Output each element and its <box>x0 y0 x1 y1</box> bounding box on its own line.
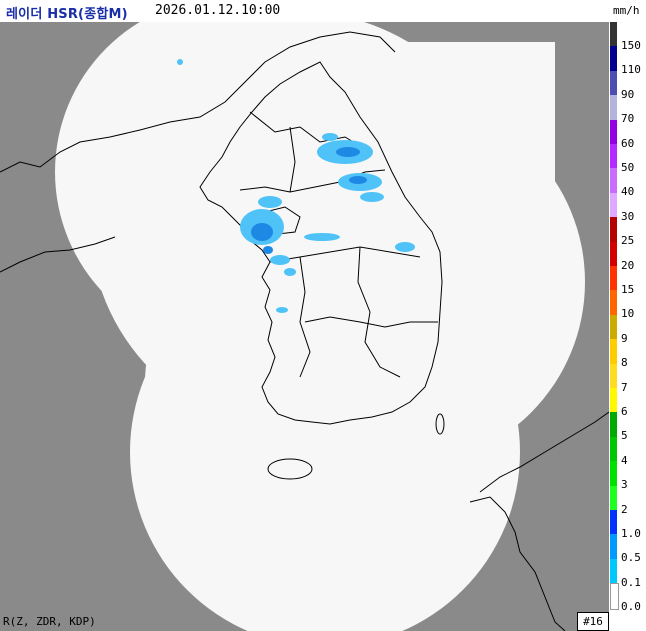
legend-swatch <box>610 290 617 315</box>
legend-label: 9 <box>621 331 628 345</box>
legend-swatch <box>610 144 617 169</box>
legend-swatch <box>610 168 617 193</box>
legend-label: 0.1 <box>621 575 641 589</box>
frame-badge[interactable]: #16 <box>577 612 609 631</box>
legend-label: 110 <box>621 63 641 77</box>
legend-swatch <box>610 339 617 364</box>
legend-swatch <box>610 363 617 388</box>
legend-label: 30 <box>621 209 635 223</box>
legend-label: 3 <box>621 478 628 492</box>
boundary-dmz <box>239 169 386 193</box>
boundary-south-2 <box>299 256 311 378</box>
legend-swatch <box>610 510 617 535</box>
legend-label: 70 <box>621 112 635 126</box>
legend-label: 6 <box>621 405 628 418</box>
radar-map-svg <box>0 22 609 631</box>
legend-label: 2 <box>621 502 628 516</box>
rain-echo-west-core <box>251 223 273 254</box>
map-title: 레이더 HSR(종합M) <box>6 7 128 22</box>
peninsula-coastline <box>199 61 443 425</box>
legend-label: 7 <box>621 380 628 394</box>
boundary-north-2 <box>289 126 296 193</box>
legend-swatch <box>610 95 617 120</box>
legend-swatch <box>610 583 619 610</box>
island-east <box>435 413 445 435</box>
timestamp: 2026.01.12.10:00 <box>155 3 281 18</box>
legend-label: 1.0 <box>621 527 641 540</box>
rain-echo-northeast-core <box>336 147 367 184</box>
legend-swatch <box>610 534 617 559</box>
legend-swatch <box>610 461 617 486</box>
china-coast-2 <box>0 236 116 273</box>
legend-swatch <box>610 485 617 510</box>
legend-swatch <box>610 22 617 47</box>
japan-kyushu <box>469 496 566 631</box>
precipitation-legend: 150 110 90 70 60 50 40 30 25 20 15 10 9 8 7 6 5 4 3 2 1.0 0.5… <box>609 22 646 631</box>
legend-label: 50 <box>621 161 635 174</box>
boundary-south-3 <box>357 246 401 378</box>
legend-label: 8 <box>621 356 628 370</box>
land-boundaries <box>0 31 609 631</box>
legend-swatch <box>610 192 617 218</box>
legend-swatch <box>610 119 617 144</box>
jeju-island <box>267 458 313 480</box>
legend-label: 0.0 <box>621 600 641 614</box>
legend-swatch <box>610 314 617 340</box>
legend-label: 4 <box>621 453 628 467</box>
legend-label: 15 <box>621 283 635 296</box>
japan-coast <box>479 411 609 493</box>
legend-swatch <box>610 217 617 242</box>
rain-echo-central <box>177 59 415 313</box>
legend-swatch <box>610 558 617 584</box>
legend-swatch <box>610 241 617 266</box>
coverage-area <box>55 22 585 631</box>
unit-label: mm/h <box>613 4 640 17</box>
legend-label: 0.5 <box>621 551 641 565</box>
boundary-south-4 <box>304 316 438 328</box>
radar-map[interactable] <box>0 22 609 631</box>
legend-swatch <box>610 70 617 96</box>
legend-color-bar <box>610 22 619 610</box>
legend-swatch <box>610 388 617 413</box>
rain-echoes <box>177 59 415 313</box>
legend-label: 10 <box>621 307 635 321</box>
legend-swatch <box>610 266 617 291</box>
legend-swatch <box>610 412 617 437</box>
legend-label: 25 <box>621 234 635 248</box>
legend-label: 60 <box>621 136 635 150</box>
legend-swatch <box>610 436 617 462</box>
legend-label: 150 <box>621 39 641 52</box>
boundary-north-1 <box>249 111 371 153</box>
legend-swatch <box>610 46 617 71</box>
legend-label: 90 <box>621 87 635 101</box>
legend-label: 5 <box>621 429 628 443</box>
legend-label: 20 <box>621 258 635 272</box>
legend-label: 40 <box>621 185 635 199</box>
china-coast <box>0 31 396 173</box>
variables-label: R(Z, ZDR, KDP) <box>3 615 96 628</box>
header-bar: 레이더 HSR(종합M) 2026.01.12.10:00 mm/h <box>0 0 646 22</box>
boundary-south-1 <box>269 246 421 263</box>
